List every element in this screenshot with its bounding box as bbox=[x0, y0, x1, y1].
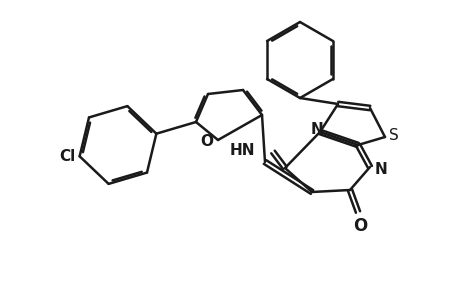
Text: N: N bbox=[374, 161, 387, 176]
Text: Cl: Cl bbox=[59, 149, 75, 164]
Text: O: O bbox=[200, 134, 213, 148]
Text: N: N bbox=[310, 122, 323, 137]
Text: HN: HN bbox=[229, 142, 254, 158]
Text: S: S bbox=[388, 128, 398, 142]
Text: O: O bbox=[352, 217, 366, 235]
